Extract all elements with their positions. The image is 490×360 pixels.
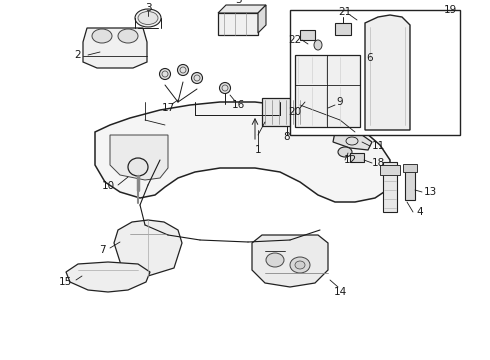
Text: 1: 1 [255,145,261,155]
Ellipse shape [220,82,230,94]
Text: 13: 13 [423,187,437,197]
Text: 11: 11 [371,141,385,151]
Ellipse shape [320,40,330,48]
Ellipse shape [350,40,360,48]
Polygon shape [300,30,315,40]
Bar [383,162,397,212]
Polygon shape [114,220,182,276]
Text: 12: 12 [343,155,357,165]
Bar [262,98,312,126]
Text: 18: 18 [371,158,385,168]
Text: 7: 7 [98,245,105,255]
Text: 5: 5 [235,0,241,5]
Ellipse shape [128,158,148,176]
Text: 4: 4 [416,207,423,217]
Ellipse shape [266,253,284,267]
Text: 16: 16 [231,100,245,110]
Text: 6: 6 [367,53,373,63]
Ellipse shape [160,68,171,80]
Bar [350,153,364,162]
Text: 21: 21 [339,7,352,17]
Polygon shape [258,5,266,33]
Ellipse shape [192,72,202,84]
Ellipse shape [118,29,138,43]
Ellipse shape [314,40,322,50]
Ellipse shape [135,9,161,27]
Text: 10: 10 [101,181,115,191]
Text: 20: 20 [289,107,301,117]
Ellipse shape [92,29,112,43]
Text: 14: 14 [333,287,346,297]
Polygon shape [252,235,328,287]
Ellipse shape [295,261,305,269]
Polygon shape [83,28,147,68]
Polygon shape [365,15,410,130]
Bar [290,10,460,135]
Polygon shape [95,102,390,202]
Text: 3: 3 [145,3,151,13]
Bar [305,20,373,72]
Bar [218,13,258,35]
Polygon shape [333,132,372,150]
Text: 19: 19 [443,5,457,15]
Bar [403,164,417,172]
Polygon shape [295,55,360,127]
Ellipse shape [177,64,189,76]
Text: 15: 15 [58,277,72,287]
Bar [380,165,400,175]
Bar [335,23,351,35]
Polygon shape [110,135,168,180]
Bar [315,28,367,64]
Text: 2: 2 [74,50,81,60]
Ellipse shape [335,40,345,48]
Text: 8: 8 [284,132,290,142]
Bar [405,165,415,200]
Bar [318,107,332,117]
Ellipse shape [338,147,352,157]
Ellipse shape [138,12,158,24]
Text: 22: 22 [289,35,302,45]
Polygon shape [218,5,266,13]
Polygon shape [66,262,150,292]
Text: 17: 17 [161,103,174,113]
Text: 9: 9 [337,97,343,107]
Ellipse shape [290,257,310,273]
